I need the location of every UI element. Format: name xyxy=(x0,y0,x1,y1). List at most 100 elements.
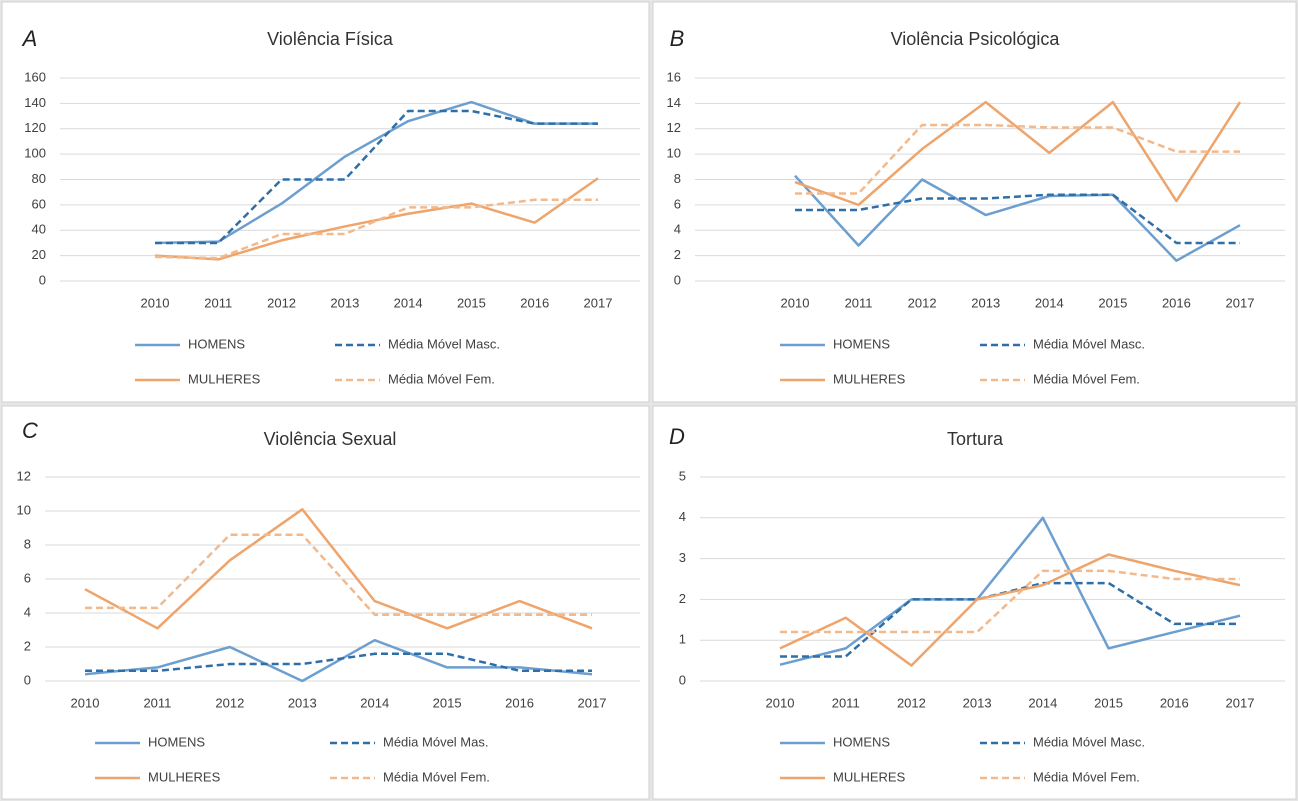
y-tick-label: 0 xyxy=(674,272,681,287)
x-tick-label: 2013 xyxy=(288,695,317,710)
x-tick-label: 2017 xyxy=(578,695,607,710)
panel-frame xyxy=(1,1,650,403)
x-tick-label: 2011 xyxy=(143,695,171,710)
legend-label: Média Móvel Fem. xyxy=(388,371,495,386)
legend-label: HOMENS xyxy=(188,336,245,351)
y-tick-label: 1 xyxy=(679,632,686,647)
y-tick-label: 14 xyxy=(667,95,681,110)
x-tick-label: 2010 xyxy=(141,295,170,310)
series-line xyxy=(155,109,598,245)
series-line xyxy=(154,177,599,261)
x-tick-label: 2011 xyxy=(204,295,232,310)
y-tick-label: 4 xyxy=(674,222,681,237)
y-tick-label: 60 xyxy=(32,196,46,211)
x-tick-label: 2013 xyxy=(330,295,359,310)
series-line xyxy=(780,569,1240,634)
legend-label: Média Móvel Fem. xyxy=(1033,769,1140,784)
y-tick-label: 12 xyxy=(667,120,681,135)
y-tick-label: 8 xyxy=(24,536,31,551)
y-tick-label: 2 xyxy=(679,591,686,606)
series-line xyxy=(84,638,593,683)
chart-title: Tortura xyxy=(947,429,1004,449)
y-tick-label: 6 xyxy=(24,570,31,585)
y-tick-label: 16 xyxy=(667,69,681,84)
legend-label: MULHERES xyxy=(833,371,906,386)
series-line xyxy=(795,193,1240,245)
y-tick-label: 0 xyxy=(24,672,31,687)
x-tick-label: 2017 xyxy=(1226,295,1255,310)
x-tick-label: 2016 xyxy=(505,695,534,710)
y-tick-label: 6 xyxy=(674,196,681,211)
legend-label: Média Móvel Masc. xyxy=(1033,734,1145,749)
chart-title: Violência Psicológica xyxy=(891,29,1061,49)
x-tick-label: 2010 xyxy=(71,695,100,710)
series-line xyxy=(779,516,1241,666)
series-line xyxy=(779,553,1241,667)
panel-frame xyxy=(1,405,650,800)
series-line xyxy=(154,198,598,260)
x-tick-label: 2016 xyxy=(520,295,549,310)
panel-letter: D xyxy=(669,424,685,449)
legend-label: HOMENS xyxy=(833,336,890,351)
x-tick-label: 2014 xyxy=(1035,295,1064,310)
x-tick-label: 2011 xyxy=(845,295,873,310)
y-tick-label: 8 xyxy=(674,171,681,186)
x-tick-label: 2012 xyxy=(267,295,296,310)
y-tick-label: 100 xyxy=(24,146,46,161)
x-tick-label: 2010 xyxy=(766,695,795,710)
series-line xyxy=(795,123,1240,195)
panel-letter: A xyxy=(21,26,38,51)
y-tick-label: 3 xyxy=(679,550,686,565)
panel-frame xyxy=(652,1,1297,403)
legend-label: Média Móvel Mas. xyxy=(383,734,488,749)
x-tick-label: 2017 xyxy=(1226,695,1255,710)
y-tick-label: 12 xyxy=(17,468,31,483)
y-tick-label: 10 xyxy=(17,502,31,517)
series-line xyxy=(85,652,592,673)
panel-letter: B xyxy=(670,26,685,51)
x-tick-label: 2015 xyxy=(1094,695,1123,710)
y-tick-label: 0 xyxy=(39,272,46,287)
legend-label: MULHERES xyxy=(188,371,261,386)
x-tick-label: 2015 xyxy=(433,695,462,710)
x-tick-label: 2014 xyxy=(360,695,389,710)
y-tick-label: 160 xyxy=(24,69,46,84)
series-line xyxy=(794,100,1242,207)
legend-label: Média Móvel Fem. xyxy=(1033,371,1140,386)
legend-label: HOMENS xyxy=(833,734,890,749)
x-tick-label: 2012 xyxy=(897,695,926,710)
series-line xyxy=(794,174,1241,262)
y-tick-label: 2 xyxy=(24,638,31,653)
legend-label: MULHERES xyxy=(148,769,221,784)
x-tick-label: 2013 xyxy=(971,295,1000,310)
chart-title: Violência Sexual xyxy=(264,429,397,449)
legend-label: MULHERES xyxy=(833,769,906,784)
x-tick-label: 2016 xyxy=(1162,295,1191,310)
x-tick-label: 2015 xyxy=(457,295,486,310)
legend-label: Média Móvel Fem. xyxy=(383,769,490,784)
x-tick-label: 2013 xyxy=(963,695,992,710)
legend-label: Média Móvel Masc. xyxy=(1033,336,1145,351)
chart-title: Violência Física xyxy=(267,29,394,49)
x-tick-label: 2017 xyxy=(584,295,613,310)
y-tick-label: 40 xyxy=(32,222,46,237)
legend-label: HOMENS xyxy=(148,734,205,749)
x-tick-label: 2011 xyxy=(832,695,860,710)
x-tick-label: 2012 xyxy=(908,295,937,310)
x-tick-label: 2014 xyxy=(1028,695,1057,710)
y-tick-label: 80 xyxy=(32,171,46,186)
y-tick-label: 20 xyxy=(32,247,46,262)
x-tick-label: 2014 xyxy=(394,295,423,310)
y-tick-label: 0 xyxy=(679,672,686,687)
series-line xyxy=(154,100,598,245)
panel-letter: C xyxy=(22,418,38,443)
x-tick-label: 2010 xyxy=(781,295,810,310)
y-tick-label: 5 xyxy=(679,468,686,483)
legend-label: Média Móvel Masc. xyxy=(388,336,500,351)
x-tick-label: 2015 xyxy=(1098,295,1127,310)
y-tick-label: 2 xyxy=(674,247,681,262)
y-tick-label: 120 xyxy=(24,120,46,135)
x-tick-label: 2012 xyxy=(215,695,244,710)
x-tick-label: 2016 xyxy=(1160,695,1189,710)
